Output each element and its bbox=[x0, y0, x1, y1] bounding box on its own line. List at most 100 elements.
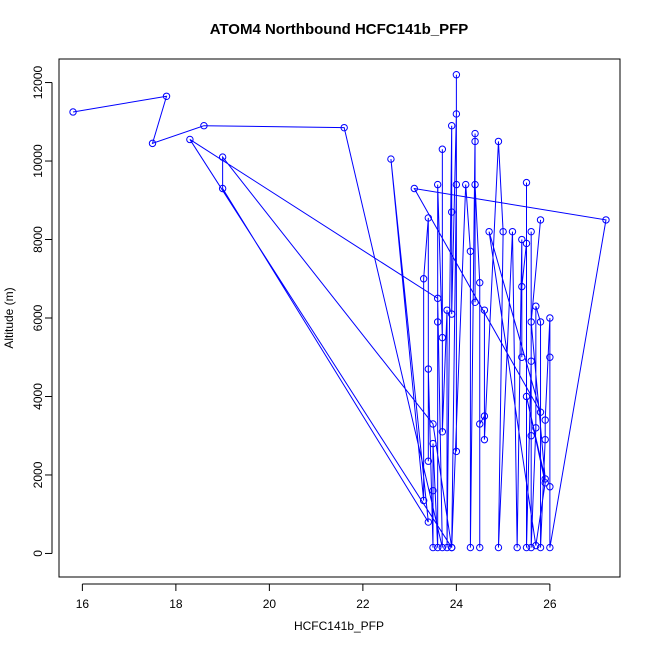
data-point bbox=[541, 479, 549, 487]
data-point bbox=[499, 227, 507, 236]
x-tick-label: 18 bbox=[169, 597, 183, 611]
y-tick-label: 2000 bbox=[31, 461, 45, 488]
data-point bbox=[480, 306, 489, 314]
data-point bbox=[476, 278, 484, 287]
data-point bbox=[438, 333, 447, 342]
data-point bbox=[200, 122, 208, 130]
data-point bbox=[466, 247, 475, 255]
data-point bbox=[527, 318, 535, 326]
data-point bbox=[485, 227, 493, 236]
data-point bbox=[522, 239, 531, 248]
data-point bbox=[541, 435, 549, 444]
data-point bbox=[532, 424, 540, 432]
data-point bbox=[541, 475, 549, 483]
data-point bbox=[602, 216, 610, 224]
x-tick-label: 24 bbox=[450, 597, 464, 611]
data-point bbox=[410, 184, 418, 193]
data-point bbox=[452, 71, 461, 79]
y-axis: 0 2000 4000 6000 8000 10000 12000 bbox=[31, 66, 53, 557]
data-point bbox=[527, 357, 535, 365]
data-point bbox=[433, 294, 442, 303]
data-point bbox=[443, 543, 451, 552]
data-point bbox=[433, 180, 442, 189]
y-tick-label: 0 bbox=[31, 550, 45, 557]
data-point bbox=[471, 129, 479, 138]
data-point bbox=[433, 318, 442, 326]
data-point bbox=[527, 432, 535, 440]
data-point bbox=[340, 123, 348, 132]
data-point bbox=[429, 543, 437, 552]
data-point bbox=[476, 543, 484, 552]
data-point bbox=[518, 353, 526, 361]
data-point bbox=[494, 543, 503, 552]
data-point bbox=[508, 227, 517, 236]
data-point bbox=[186, 135, 194, 144]
y-tick-label: 8000 bbox=[31, 226, 45, 253]
data-point bbox=[546, 353, 554, 361]
data-point bbox=[518, 282, 526, 291]
data-point bbox=[162, 92, 171, 100]
data-point bbox=[480, 435, 489, 444]
y-axis-label: Altitude (m) bbox=[2, 287, 16, 348]
x-axis-label: HCFC141b_PFP bbox=[294, 619, 384, 633]
data-point bbox=[546, 483, 554, 491]
data-point bbox=[532, 302, 540, 310]
data-point bbox=[452, 447, 461, 456]
x-axis: 16 18 20 22 24 26 bbox=[76, 583, 557, 611]
x-tick-label: 22 bbox=[356, 597, 370, 611]
data-point bbox=[518, 235, 526, 244]
chart-title: ATOM4 Northbound HCFC141b_PFP bbox=[210, 21, 469, 38]
x-tick-label: 26 bbox=[543, 597, 557, 611]
data-point bbox=[438, 145, 447, 153]
data-point bbox=[424, 518, 433, 526]
data-point bbox=[513, 543, 521, 552]
data-point bbox=[452, 110, 461, 118]
plot-frame bbox=[58, 58, 621, 578]
data-point bbox=[522, 543, 531, 552]
y-tick-label: 6000 bbox=[31, 304, 45, 331]
x-tick-label: 20 bbox=[263, 597, 277, 611]
y-tick-label: 4000 bbox=[31, 383, 45, 410]
data-point bbox=[429, 486, 437, 495]
data-point bbox=[476, 420, 484, 428]
data-point bbox=[419, 496, 428, 505]
data-point bbox=[387, 155, 395, 163]
data-point bbox=[448, 208, 456, 216]
data-point bbox=[424, 365, 433, 373]
data-point bbox=[452, 180, 461, 189]
data-point bbox=[546, 314, 554, 322]
data-point bbox=[522, 178, 531, 187]
data-point bbox=[148, 139, 157, 148]
data-point bbox=[471, 298, 479, 306]
data-point bbox=[541, 416, 549, 424]
y-tick-label: 10000 bbox=[31, 144, 45, 178]
data-point bbox=[443, 306, 451, 314]
data-point bbox=[438, 543, 447, 552]
data-point bbox=[419, 275, 428, 283]
data-point bbox=[471, 180, 479, 189]
data-point bbox=[536, 543, 545, 552]
series-line bbox=[72, 74, 607, 548]
data-point bbox=[218, 184, 227, 193]
data-point bbox=[438, 428, 447, 436]
data-point bbox=[448, 122, 456, 130]
data-point bbox=[536, 408, 545, 416]
data-point bbox=[532, 541, 540, 550]
data-point bbox=[527, 543, 535, 552]
data-point bbox=[466, 543, 475, 552]
data-point bbox=[429, 420, 437, 428]
data-point bbox=[433, 543, 442, 552]
data-point bbox=[462, 180, 470, 189]
data-point bbox=[494, 137, 503, 146]
data-point bbox=[429, 439, 437, 448]
data-point bbox=[471, 137, 479, 146]
data-point bbox=[527, 227, 535, 236]
data-point bbox=[424, 457, 433, 465]
data-point bbox=[480, 412, 489, 420]
data-point bbox=[536, 216, 545, 224]
data-point bbox=[448, 543, 456, 552]
x-tick-label: 16 bbox=[76, 597, 90, 611]
data-point bbox=[546, 543, 554, 552]
data-point bbox=[536, 318, 545, 326]
